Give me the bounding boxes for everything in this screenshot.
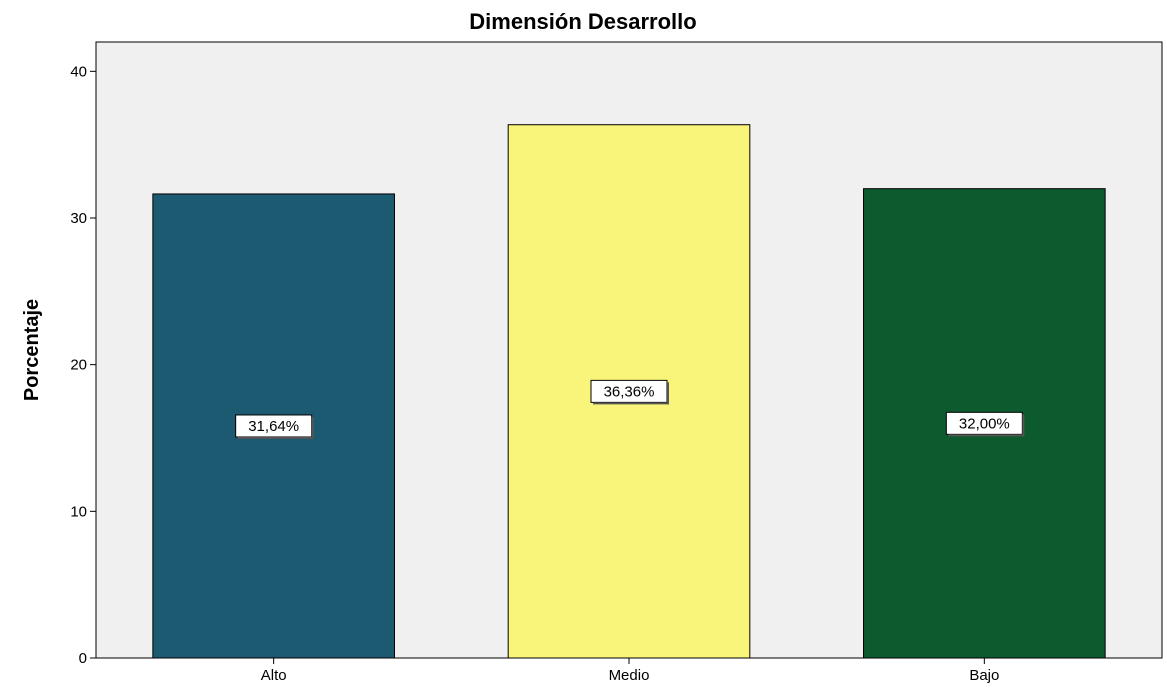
data-label: 31,64% (248, 418, 299, 435)
y-tick-label: 40 (70, 63, 87, 80)
data-label-shadow (593, 402, 669, 405)
x-tick-label: Alto (261, 667, 287, 684)
data-label: 36,36% (604, 383, 655, 400)
data-label-shadow (237, 436, 314, 439)
data-label-shadow (311, 416, 314, 439)
x-tick-label: Medio (609, 667, 650, 684)
bars-group: 31,64% 36,36% 32,00% (152, 124, 1106, 659)
chart-title: Dimensión Desarrollo (469, 9, 696, 34)
data-label-shadow (948, 434, 1025, 437)
y-tick-label: 30 (70, 210, 87, 227)
y-tick-label: 10 (70, 503, 87, 520)
y-axis-label: Porcentaje (21, 299, 43, 401)
y-axis: 0 10 20 30 40 (70, 63, 96, 667)
x-tick-label: Bajo (969, 667, 999, 684)
data-label: 32,00% (959, 415, 1010, 432)
y-tick-label: 20 (70, 357, 87, 374)
x-axis: Alto Medio Bajo (261, 658, 999, 684)
data-label-shadow (1022, 414, 1025, 437)
y-tick-label: 0 (79, 650, 87, 667)
data-label-shadow (667, 382, 669, 405)
